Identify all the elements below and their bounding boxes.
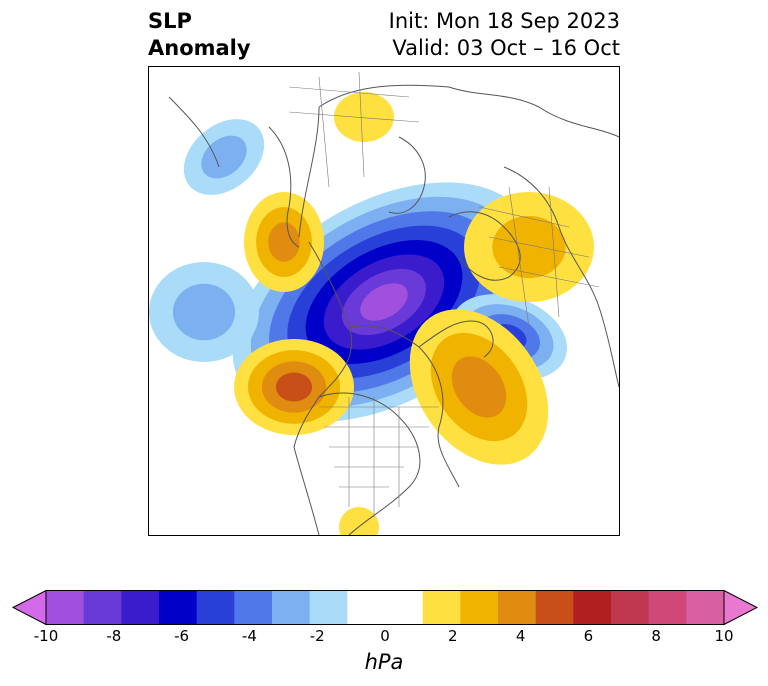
colorbar: [12, 590, 758, 626]
colorbar-segment: [196, 590, 235, 625]
anomaly-map: [148, 66, 620, 536]
colorbar-segment: [159, 590, 198, 625]
title-line-1: SLP: [148, 9, 192, 33]
colorbar-segment: [385, 590, 424, 625]
colorbar-segment: [498, 590, 537, 625]
colorbar-segment: [573, 590, 612, 625]
title-line-2: Anomaly: [148, 36, 251, 60]
coastlines: [168, 84, 619, 535]
chart-title: SLP Anomaly: [148, 8, 251, 62]
colorbar-tick-label: -8: [106, 627, 122, 645]
colorbar-segment: [460, 590, 499, 625]
atlantic-high-contour-3: [451, 356, 507, 418]
colorbar-segments: [46, 590, 725, 625]
colorbar-tick-label: 8: [651, 627, 661, 645]
colorbar-segment: [686, 590, 725, 625]
alaska-high-contour-3: [268, 222, 300, 262]
aleutian-low-contour-2: [201, 135, 247, 179]
borders: [288, 71, 600, 517]
colorbar-outline: [45, 590, 725, 625]
colorbar-tick-label: 4: [515, 627, 526, 645]
colorbar-segment: [46, 590, 85, 625]
colorbar-segment: [535, 590, 574, 625]
colorbar-segment: [309, 590, 348, 625]
colorbar-segment: [422, 590, 461, 625]
colorbar-tick-label: -4: [241, 627, 257, 645]
colorbar-segment: [347, 590, 386, 625]
pacific-high-contour-4: [275, 372, 313, 402]
colorbar-segment: [121, 590, 160, 625]
init-date: Init: Mon 18 Sep 2023: [388, 9, 620, 33]
colorbar-tick-label: 6: [583, 627, 594, 645]
colorbar-tick-label: 0: [380, 627, 390, 645]
colorbar-segment: [611, 590, 650, 625]
colorbar-extend-min: [12, 590, 47, 626]
colorbar-tick-label: -10: [33, 627, 59, 645]
map-canvas: [149, 71, 619, 535]
valid-dates: Valid: 03 Oct – 16 Oct: [392, 36, 620, 60]
colorbar-tick-label: 2: [448, 627, 458, 645]
colorbar-tick-label: -2: [309, 627, 325, 645]
colorbar-segment: [648, 590, 687, 625]
colorbar-segment: [234, 590, 273, 625]
pacific-low-contour-2: [172, 283, 236, 341]
colorbar-tick-label: -6: [174, 627, 190, 645]
forecast-dates: Init: Mon 18 Sep 2023 Valid: 03 Oct – 16…: [389, 8, 620, 62]
arctic-low-contour-8: [360, 283, 408, 321]
south-high-contour-1: [339, 507, 379, 535]
eurasia-high-contour-2: [492, 215, 566, 279]
colorbar-tick-label: 10: [714, 627, 734, 645]
colorbar-segment: [272, 590, 311, 625]
anomaly-fields: [149, 92, 594, 535]
colorbar-unit-label: hPa: [364, 650, 404, 674]
colorbar-extend-max: [723, 590, 758, 626]
arctic-high-contour-1: [334, 92, 394, 142]
colorbar-segment: [83, 590, 122, 625]
